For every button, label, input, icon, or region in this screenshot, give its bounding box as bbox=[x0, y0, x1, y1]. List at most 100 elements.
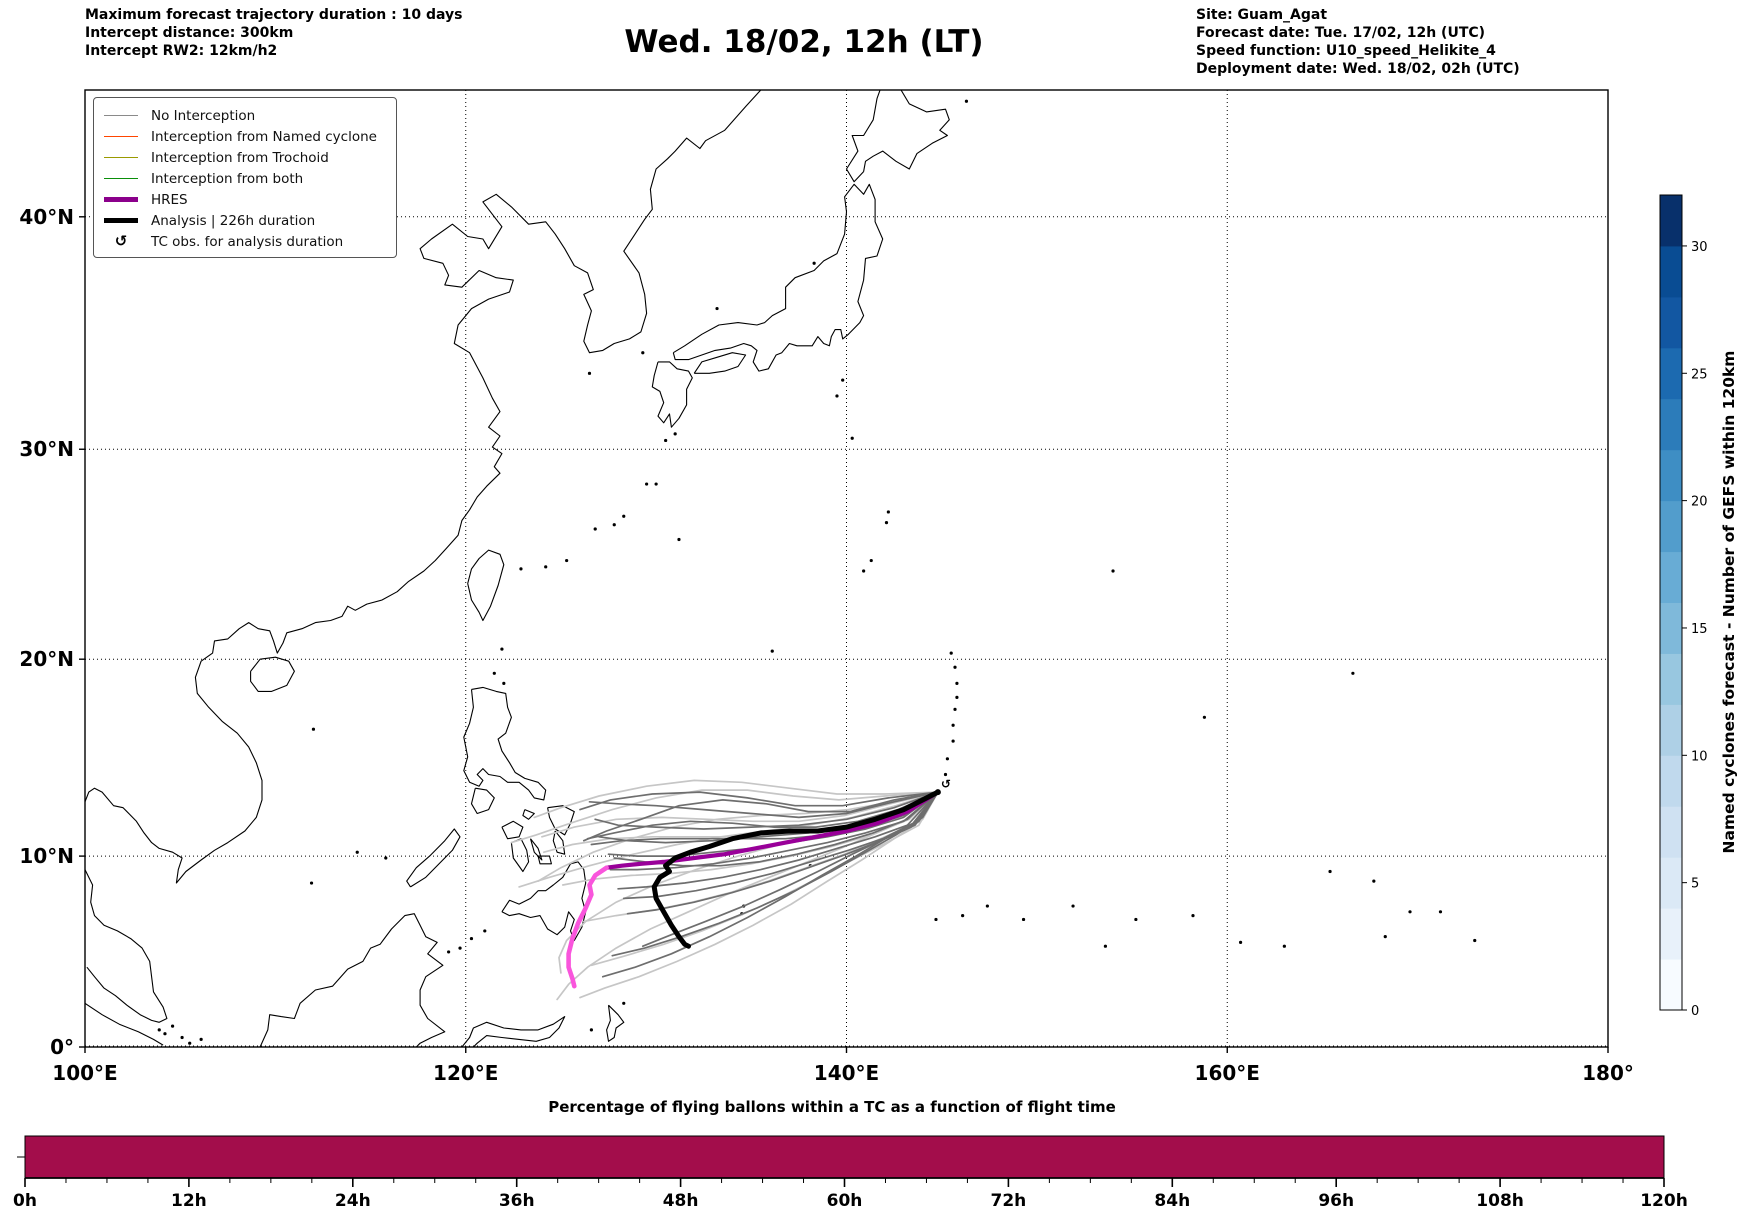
hres-track-pink bbox=[566, 865, 609, 989]
colorbar-tick-label-15: 15 bbox=[1691, 622, 1708, 637]
max-duration-text: Maximum forecast trajectory duration : 1… bbox=[85, 7, 463, 23]
island-dot-2 bbox=[951, 739, 955, 743]
coastline-5 bbox=[672, 183, 884, 372]
legend-item-label: Interception from Named cyclone bbox=[151, 128, 377, 145]
y-tick-label-20: 20°N bbox=[19, 647, 74, 671]
bottom-tick-label-60h: 60h bbox=[827, 1191, 863, 1211]
intercept-rw2-text: Intercept RW2: 12km/h2 bbox=[85, 43, 278, 59]
ensemble-track-dark-11 bbox=[586, 791, 939, 840]
bottom-tick-label-120h: 120h bbox=[1640, 1191, 1688, 1211]
ensemble-track-dark-9 bbox=[579, 791, 939, 811]
island-dot-32 bbox=[641, 351, 645, 355]
legend-item-label: No Interception bbox=[151, 107, 256, 124]
legend-line bbox=[104, 135, 138, 138]
ensemble-track-dark-1 bbox=[594, 791, 939, 830]
map-legend: No Interception Interception from Named c… bbox=[93, 97, 397, 258]
colorbar-segment-6 bbox=[1660, 653, 1682, 705]
island-dot-52 bbox=[1372, 879, 1376, 883]
ensemble-track-dark-14 bbox=[622, 791, 939, 900]
island-dot-61 bbox=[458, 946, 462, 950]
y-tick-label-0: 0° bbox=[50, 1035, 74, 1059]
island-dot-64 bbox=[622, 1001, 626, 1005]
colorbar-segment-11 bbox=[1660, 398, 1682, 451]
colorbar-label: Named cyclones forecast - Number of GEFS… bbox=[1720, 351, 1738, 854]
coastline-3 bbox=[651, 361, 693, 428]
colorbar-segment-14 bbox=[1660, 245, 1682, 298]
island-dot-67 bbox=[180, 1035, 184, 1040]
bottom-tick-label-96h: 96h bbox=[1318, 1191, 1354, 1211]
island-dot-25 bbox=[835, 394, 839, 398]
colorbar-tick-label-10: 10 bbox=[1691, 749, 1708, 764]
island-dot-31 bbox=[502, 681, 506, 685]
island-dot-37 bbox=[990, 86, 993, 89]
coastline-6 bbox=[845, 90, 950, 183]
island-dot-7 bbox=[953, 665, 957, 669]
legend-item-label: Interception from Trochoid bbox=[151, 149, 329, 166]
deployment-date-text: Deployment date: Wed. 18/02, 02h (UTC) bbox=[1196, 61, 1520, 77]
colorbar-segment-3 bbox=[1660, 806, 1682, 858]
island-dot-15 bbox=[645, 482, 649, 486]
coastline-17 bbox=[522, 809, 535, 820]
legend-item-1: Interception from Named cyclone bbox=[94, 126, 396, 147]
island-dot-34 bbox=[812, 261, 816, 265]
coastline-22 bbox=[606, 1004, 625, 1042]
colorbar-tick-label-30: 30 bbox=[1691, 240, 1708, 255]
legend-line bbox=[104, 114, 138, 117]
legend-item-label: TC obs. for analysis duration bbox=[151, 233, 344, 250]
island-dot-8 bbox=[949, 651, 953, 655]
island-dot-50 bbox=[1282, 944, 1286, 948]
coastline-0 bbox=[85, 90, 762, 884]
speed-function-text: Speed function: U10_speed_Helikite_4 bbox=[1196, 43, 1496, 59]
bottom-tick-label-48h: 48h bbox=[663, 1191, 699, 1211]
legend-item-4: HRES bbox=[94, 189, 396, 210]
island-dot-42 bbox=[961, 914, 965, 918]
island-dot-68 bbox=[157, 1028, 161, 1032]
page-title: Wed. 18/02, 12h (LT) bbox=[624, 24, 984, 60]
legend-item-2: Interception from Trochoid bbox=[94, 147, 396, 168]
ensemble-track-light-0 bbox=[533, 779, 939, 819]
tc-obs-icon: ↺ bbox=[104, 234, 138, 249]
header-left-info: Maximum forecast trajectory duration : 1… bbox=[85, 6, 462, 60]
island-dot-72 bbox=[355, 850, 359, 854]
coastline-9 bbox=[463, 686, 547, 801]
legend-item-0: No Interception bbox=[94, 105, 396, 126]
colorbar-segment-15 bbox=[1660, 195, 1682, 247]
coastline-10 bbox=[470, 787, 495, 815]
header-right-info: Site: Guam_Agat Forecast date: Tue. 17/0… bbox=[1196, 6, 1520, 78]
island-dot-51 bbox=[1328, 869, 1332, 874]
bottom-tick-label-108h: 108h bbox=[1476, 1191, 1524, 1211]
origin-marker bbox=[934, 789, 941, 796]
y-tick-label-40: 40°N bbox=[19, 205, 74, 229]
colorbar: 0 5 10 15 20 25 30 bbox=[1659, 194, 1708, 1019]
forecast-date-text: Forecast date: Tue. 17/02, 12h (UTC) bbox=[1196, 25, 1486, 41]
island-dot-9 bbox=[519, 567, 523, 571]
colorbar-tick-label-5: 5 bbox=[1691, 877, 1699, 892]
island-dot-43 bbox=[985, 904, 989, 908]
island-dot-20 bbox=[886, 510, 890, 514]
island-dot-41 bbox=[934, 917, 938, 922]
island-dot-53 bbox=[1408, 910, 1412, 914]
site-text: Site: Guam_Agat bbox=[1196, 7, 1328, 23]
ensemble-track-dark-15 bbox=[611, 791, 939, 957]
ensemble-track-dark-10 bbox=[582, 791, 939, 842]
island-dot-0 bbox=[943, 772, 948, 777]
ensemble-track-dark-0 bbox=[588, 791, 939, 819]
island-dot-73 bbox=[384, 856, 388, 860]
x-tick-label-140: 140°E bbox=[814, 1061, 879, 1085]
island-dot-14 bbox=[622, 514, 626, 518]
coastline-15 bbox=[529, 838, 543, 861]
coastline-14 bbox=[510, 838, 530, 873]
y-tick-label-30: 30°N bbox=[19, 437, 74, 461]
island-dot-55 bbox=[1383, 935, 1387, 939]
island-dot-66 bbox=[163, 1032, 167, 1036]
bottom-tick-label-72h: 72h bbox=[991, 1191, 1027, 1211]
colorbar-segment-1 bbox=[1660, 908, 1682, 960]
island-dot-18 bbox=[673, 432, 677, 436]
coastline-12 bbox=[552, 830, 566, 855]
island-dot-6 bbox=[955, 681, 959, 685]
coastline-21 bbox=[461, 1016, 566, 1047]
bottom-tick-label-0h: 0h bbox=[13, 1191, 37, 1211]
island-dot-22 bbox=[869, 558, 873, 563]
colorbar-segment-10 bbox=[1660, 449, 1682, 502]
